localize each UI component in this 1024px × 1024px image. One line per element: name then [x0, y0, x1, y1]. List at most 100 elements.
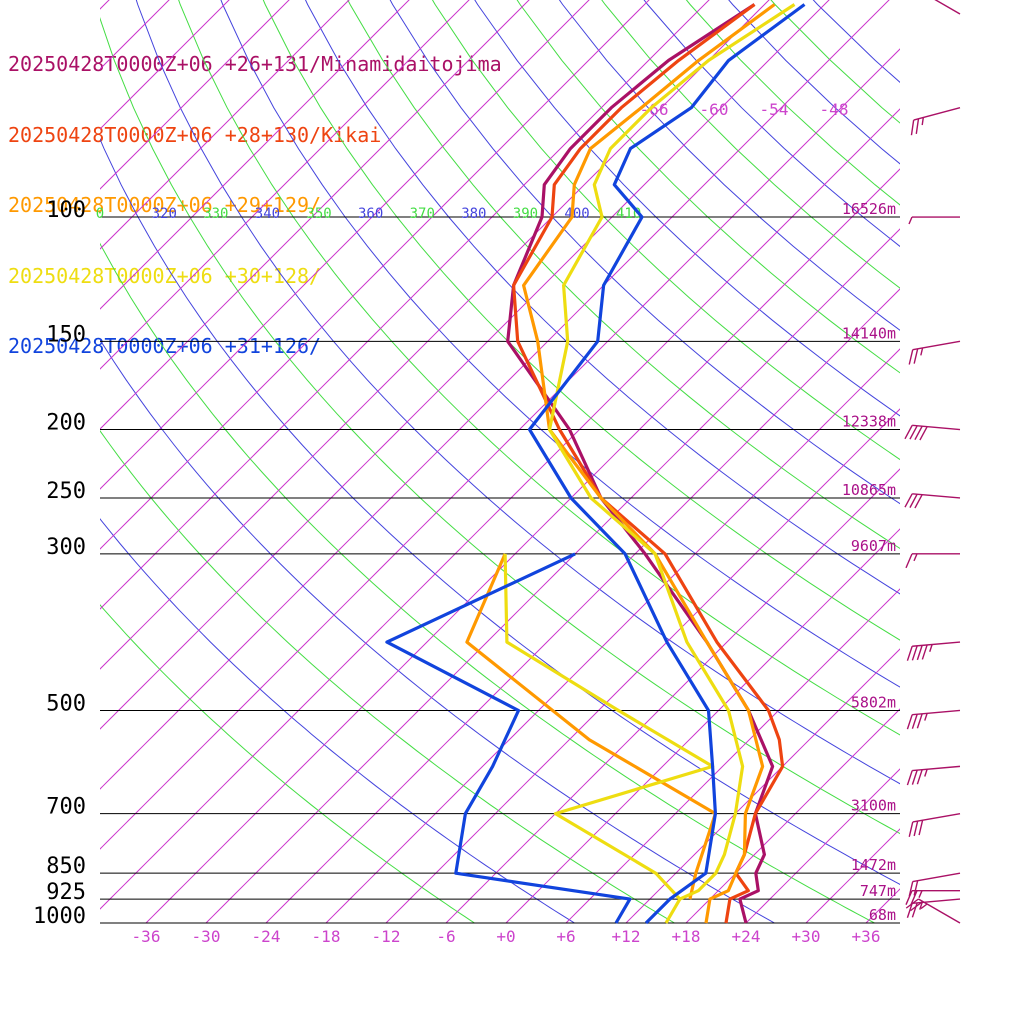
temperature-tick-label: -36: [132, 927, 161, 946]
legend-entry-1: 20250428T0000Z+06 +26+131/Minamidaitojim…: [8, 52, 502, 76]
height-label: 9607m: [851, 537, 896, 555]
isotherm-line: [100, 0, 350, 250]
dry-adiabat-line: [178, 0, 900, 736]
wind-barb: [908, 812, 961, 837]
wind-barb: [906, 641, 961, 661]
isotherm-line: [100, 0, 770, 670]
isotherm-line: [100, 0, 710, 610]
theta-label: 340: [255, 206, 280, 222]
pressure-label: 300: [46, 535, 86, 560]
height-label: 10865m: [842, 481, 896, 499]
sounding-profiles: [385, 3, 806, 925]
axis-labels: 100 16526m 150 14140m 200 12338m 250 10865m 300 9…: [33, 100, 896, 946]
dry-adiabat-line: [304, 0, 900, 595]
isotherm-line: [926, 0, 1024, 923]
dry-adiabat-line: [100, 604, 475, 924]
wind-barb: [906, 765, 961, 786]
wind-barb: [906, 898, 961, 918]
temperature-tick-label: -18: [312, 927, 341, 946]
isotherm-line: [0, 0, 325, 923]
isotherm-line: [265, 288, 900, 924]
dry-adiabat-line: [100, 338, 775, 924]
dry-adiabat-line: [347, 0, 900, 550]
isotherm-line: [100, 0, 890, 790]
wind-barb: [904, 493, 961, 509]
dry-adiabat-line: [220, 0, 900, 688]
theta-label: 360: [358, 206, 383, 222]
dry-adiabats: [100, 0, 900, 924]
isotherm-line: [0, 0, 205, 923]
dry-adiabat-line: [728, 0, 900, 165]
temperature-tick-label: -24: [252, 927, 281, 946]
dry-adiabat-line: [474, 0, 900, 417]
height-label: 1472m: [851, 856, 896, 874]
height-label: 16526m: [842, 200, 896, 218]
theta-label: 370: [410, 206, 435, 222]
legend: 20250428T0000Z+06 +26+131/Minamidaitojim…: [8, 6, 502, 382]
wind-barbs: [904, 0, 961, 924]
dry-adiabat-line: [100, 137, 900, 885]
dry-adiabat-line: [262, 0, 900, 641]
height-label: 14140m: [842, 324, 896, 342]
isotherm-line: [445, 468, 900, 924]
upper-temperature-label: -48: [820, 100, 849, 119]
dry-adiabat-line: [601, 0, 900, 289]
dry-adiabat-line: [812, 0, 900, 83]
temperature-tick-label: +36: [852, 927, 881, 946]
pressure-label: 1000: [33, 904, 86, 929]
pressure-label: 250: [46, 479, 86, 504]
temperature-tick-label: +0: [496, 927, 515, 946]
isotherm-line: [0, 0, 265, 923]
dry-adiabat-line: [100, 242, 875, 924]
wind-barb: [908, 340, 961, 365]
series-3-dewpoint-line: [465, 553, 718, 900]
upper-temperature-label: -60: [700, 100, 729, 119]
isotherm-line: [100, 0, 650, 550]
isotherm-line: [986, 0, 1024, 923]
theta-label: 0: [96, 206, 104, 222]
isotherm-line: [100, 0, 110, 10]
wind-barb: [905, 889, 960, 905]
dry-adiabat-line: [431, 0, 900, 461]
temperature-tick-label: +30: [792, 927, 821, 946]
series-4-temperature-line: [547, 3, 796, 924]
temperature-tick-label: -6: [436, 927, 455, 946]
temperature-tick-label: +18: [672, 927, 701, 946]
height-label: 12338m: [842, 413, 896, 431]
dry-adiabat-line: [516, 0, 900, 374]
dry-adiabat-line: [389, 0, 900, 505]
upper-temperature-label: -54: [760, 100, 789, 119]
wind-barb: [910, 106, 961, 136]
temperature-tick-label: +12: [612, 927, 641, 946]
isotherm-line: [100, 0, 830, 730]
isotherm-line: [100, 108, 900, 910]
wind-barb: [908, 872, 961, 897]
wind-barb: [906, 709, 961, 730]
pressure-label: 925: [46, 880, 86, 905]
theta-label: 400: [564, 206, 589, 222]
pressure-label: 500: [46, 691, 86, 716]
temperature-tick-label: +24: [732, 927, 761, 946]
isotherm-line: [100, 0, 590, 490]
isotherm-line: [385, 408, 900, 924]
isotherm-line: [100, 0, 170, 70]
height-label: 68m: [869, 906, 896, 924]
height-label: 747m: [860, 882, 896, 900]
dry-adiabat-line: [100, 518, 575, 924]
temperature-tick-label: +6: [556, 927, 575, 946]
pressure-label: 850: [46, 854, 86, 879]
wind-barb: [934, 0, 961, 15]
isotherm-line: [625, 648, 900, 924]
temperature-tick-label: -30: [192, 927, 221, 946]
theta-label: 380: [461, 206, 486, 222]
series-5-dewpoint-line: [385, 552, 632, 924]
isotherm-line: [505, 528, 900, 924]
wind-barb: [904, 424, 961, 441]
temperature-tick-label: -12: [372, 927, 401, 946]
theta-label: 320: [152, 206, 177, 222]
dry-adiabat-line: [100, 430, 675, 924]
wind-barb: [905, 553, 960, 569]
dry-adiabat-line: [135, 0, 900, 785]
theta-label: 330: [203, 206, 228, 222]
